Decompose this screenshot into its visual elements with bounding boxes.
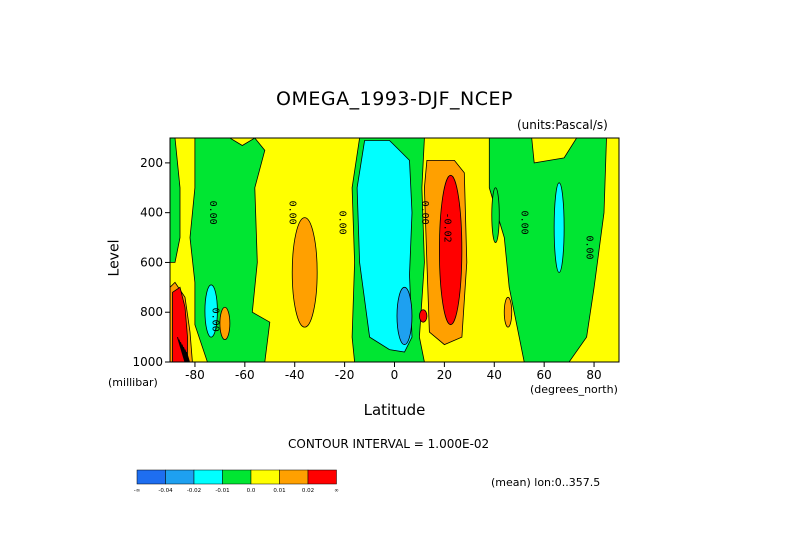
x-tick-label: 80 — [586, 368, 601, 382]
colorbar-swatch — [193, 469, 223, 485]
colorbar-label: 0.01 — [273, 488, 285, 494]
antarctic-contour-line — [182, 346, 189, 363]
x-axis-label: Latitude — [363, 401, 426, 419]
colorbar-label: ∞ — [334, 488, 339, 494]
contour-label: 0.00 — [287, 201, 298, 225]
region-cyan-65n — [553, 182, 565, 273]
antarctic-contour-line — [177, 336, 186, 363]
y-tick-label: 600 — [140, 255, 163, 269]
y-tick-label: 800 — [140, 305, 163, 319]
x-tick-label: -40 — [285, 368, 305, 382]
antarctic-contour-line — [184, 349, 190, 363]
contour-label: 0.00 — [337, 211, 348, 235]
region-cyan-75s — [204, 284, 218, 338]
antarctic-contour-line — [181, 344, 188, 363]
colorbar-label: -∞ — [134, 488, 141, 494]
colorbar-swatch — [279, 469, 309, 485]
contour-label: 0.00 — [209, 308, 220, 332]
y-tick-label: 1000 — [132, 355, 163, 369]
x-tick-label: -20 — [335, 368, 355, 382]
x-tick-label: 60 — [537, 368, 552, 382]
region-red-nh — [438, 174, 463, 326]
y-tick-label: 200 — [140, 156, 163, 170]
region-orange-68s — [219, 306, 231, 341]
contour-label: 0.00 — [419, 201, 430, 225]
antarctic-contour-line — [185, 351, 190, 363]
region-red-nh-small — [419, 309, 428, 323]
region-green-small-40n — [491, 187, 500, 243]
chart-title: OMEGA_1993-DJF_NCEP — [276, 88, 513, 110]
colorbar-swatch — [307, 469, 337, 485]
antarctic-contour-line — [178, 339, 187, 363]
colorbar-label: 0.0 — [247, 488, 256, 494]
x-tick-label: 40 — [487, 368, 502, 382]
y-axis-unit-label: (millibar) — [108, 376, 158, 389]
region-orange-sh — [291, 217, 318, 328]
contour-label: 0.00 — [584, 235, 595, 259]
x-tick-label: 0 — [391, 368, 399, 382]
region-orange-small-45n — [503, 296, 513, 328]
units-label: (units:Pascal/s) — [517, 118, 608, 132]
contour-label: 0.00 — [519, 211, 530, 235]
x-tick-label: -60 — [235, 368, 255, 382]
x-tick-label: 20 — [437, 368, 452, 382]
contour-label: -0.02 — [441, 213, 452, 243]
contour-interval-text: CONTOUR INTERVAL = 1.000E-02 — [288, 437, 490, 451]
y-tick-label: 400 — [140, 206, 163, 220]
colorbar-label: -0.02 — [187, 488, 201, 494]
region-green-nh-mid — [488, 137, 607, 363]
x-axis-unit-label: (degrees_north) — [530, 383, 618, 396]
colorbar-label: 0.02 — [302, 488, 314, 494]
colorbar-label: -0.04 — [158, 488, 173, 494]
antarctic-contour-line — [179, 341, 187, 363]
x-tick-label: -80 — [185, 368, 205, 382]
colorbar-swatch — [250, 469, 280, 485]
colorbar-swatch — [136, 469, 166, 485]
contour-label: 0.00 — [207, 201, 218, 225]
colorbar-swatch — [165, 469, 195, 485]
colorbar-swatch — [222, 469, 252, 485]
mean-longitude-text: (mean) lon:0..357.5 — [491, 476, 601, 489]
region-blue-tropical — [396, 286, 413, 345]
colorbar-label: -0.01 — [215, 488, 229, 494]
